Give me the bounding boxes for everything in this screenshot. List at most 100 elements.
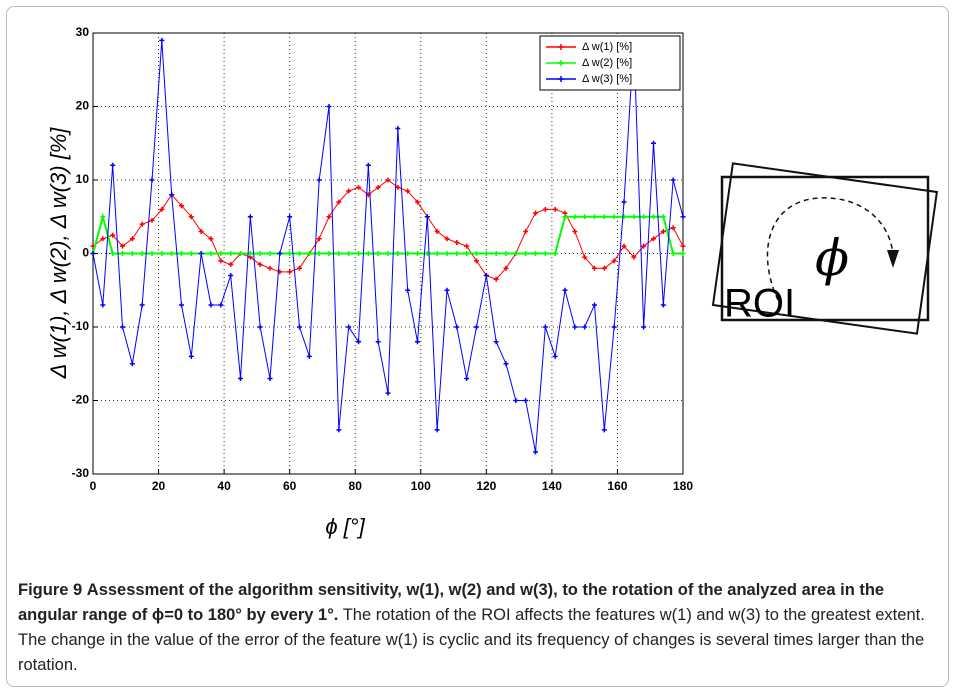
point-marker bbox=[454, 324, 460, 330]
x-tick-label: 180 bbox=[673, 479, 693, 493]
point-marker bbox=[159, 37, 165, 43]
point-marker bbox=[395, 251, 401, 256]
y-tick-label: -30 bbox=[72, 466, 90, 480]
point-marker bbox=[188, 353, 194, 359]
point-marker bbox=[631, 214, 637, 220]
roi-label: ROI bbox=[724, 282, 795, 326]
point-marker bbox=[562, 287, 568, 293]
point-marker bbox=[336, 427, 342, 433]
point-marker bbox=[257, 262, 263, 268]
legend-marker bbox=[558, 44, 564, 50]
point-marker bbox=[385, 251, 391, 256]
point-marker bbox=[375, 339, 381, 345]
point-marker bbox=[346, 251, 352, 256]
point-marker bbox=[365, 162, 371, 168]
point-marker bbox=[297, 251, 302, 256]
point-marker bbox=[238, 251, 243, 256]
point-marker bbox=[356, 184, 361, 190]
point-marker bbox=[356, 339, 361, 345]
point-marker bbox=[680, 243, 686, 249]
point-marker bbox=[90, 251, 96, 256]
point-marker bbox=[660, 228, 666, 234]
point-marker bbox=[503, 361, 509, 367]
x-tick-label: 100 bbox=[411, 479, 431, 493]
point-marker bbox=[316, 177, 322, 183]
series bbox=[90, 212, 686, 256]
y-tick-label: 0 bbox=[82, 246, 89, 260]
point-marker bbox=[267, 251, 273, 256]
x-tick-label: 40 bbox=[217, 479, 231, 493]
point-marker bbox=[523, 251, 529, 256]
point-marker bbox=[582, 254, 588, 260]
point-marker bbox=[316, 236, 322, 242]
point-marker bbox=[179, 203, 184, 209]
point-marker bbox=[267, 265, 273, 271]
point-marker bbox=[405, 287, 411, 293]
point-marker bbox=[621, 214, 627, 220]
point-marker bbox=[198, 251, 204, 256]
point-marker bbox=[297, 265, 302, 271]
point-marker bbox=[464, 243, 470, 249]
point-marker bbox=[572, 228, 578, 234]
point-marker bbox=[415, 339, 420, 345]
point-marker bbox=[356, 251, 361, 256]
caption-title: Assessment of the algorithm sensitivity,… bbox=[18, 581, 885, 624]
point-marker bbox=[287, 269, 293, 275]
point-marker bbox=[395, 126, 401, 132]
y-tick-label: -10 bbox=[72, 319, 90, 333]
point-marker bbox=[169, 192, 175, 198]
point-marker bbox=[660, 214, 666, 220]
point-marker bbox=[542, 251, 548, 256]
point-marker bbox=[601, 265, 607, 271]
point-marker bbox=[582, 214, 588, 220]
point-marker bbox=[100, 236, 106, 242]
point-marker bbox=[326, 214, 332, 220]
point-marker bbox=[375, 251, 381, 256]
x-tick-label: 120 bbox=[476, 479, 496, 493]
point-marker bbox=[444, 287, 450, 293]
point-marker bbox=[110, 232, 116, 238]
point-marker bbox=[542, 206, 548, 212]
point-marker bbox=[483, 251, 489, 256]
point-marker bbox=[257, 324, 263, 330]
legend: Δ w(1) [%] Δ w(2) [%] Δ w(3) [%] bbox=[539, 35, 681, 91]
rotation-arrow bbox=[887, 250, 899, 268]
point-marker bbox=[179, 251, 184, 256]
point-marker bbox=[139, 221, 145, 227]
x-axis-label: ϕ [°] bbox=[325, 514, 365, 539]
point-marker bbox=[198, 228, 204, 234]
point-marker bbox=[149, 217, 155, 223]
point-marker bbox=[326, 251, 332, 256]
phi-symbol: ϕ bbox=[815, 229, 849, 287]
point-marker bbox=[670, 251, 676, 256]
point-marker bbox=[159, 251, 165, 256]
point-marker bbox=[316, 251, 322, 256]
point-marker bbox=[523, 398, 529, 403]
point-marker bbox=[129, 236, 135, 242]
caption-label: Figure 9 bbox=[18, 581, 83, 599]
point-marker bbox=[493, 276, 499, 282]
point-marker bbox=[503, 251, 509, 256]
point-marker bbox=[405, 251, 411, 256]
point-marker bbox=[552, 251, 558, 256]
point-marker bbox=[572, 324, 578, 330]
point-marker bbox=[582, 324, 588, 330]
point-marker bbox=[641, 214, 647, 220]
point-marker bbox=[139, 251, 145, 256]
point-marker bbox=[572, 214, 578, 220]
point-marker bbox=[592, 214, 597, 220]
point-marker bbox=[444, 236, 450, 242]
point-marker bbox=[552, 353, 558, 359]
point-marker bbox=[385, 390, 391, 396]
point-marker bbox=[139, 302, 145, 308]
point-marker bbox=[474, 251, 479, 256]
y-tick-label: 20 bbox=[76, 99, 90, 113]
point-marker bbox=[395, 184, 401, 190]
point-marker bbox=[474, 324, 479, 330]
point-marker bbox=[651, 140, 656, 146]
point-marker bbox=[375, 184, 381, 190]
y-axis-label: Δ w(1), Δ w(2), Δ w(3) [%] bbox=[46, 127, 71, 380]
point-marker bbox=[611, 324, 617, 330]
x-tick-label: 160 bbox=[607, 479, 627, 493]
point-marker bbox=[493, 251, 499, 256]
